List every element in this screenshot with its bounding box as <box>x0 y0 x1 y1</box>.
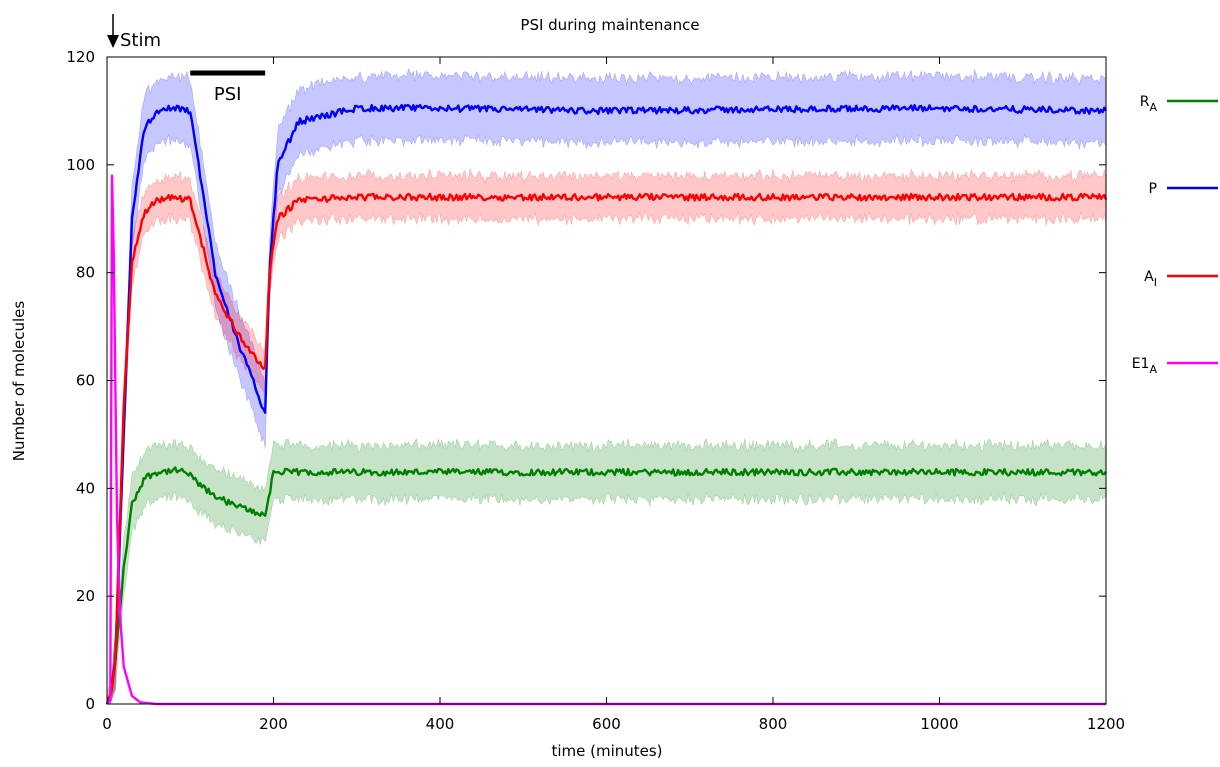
legend: RA P AI E1A <box>1132 94 1218 376</box>
y-tick-label: 120 <box>66 48 95 66</box>
series-line-RA <box>105 466 1107 705</box>
x-tick-label: 200 <box>259 715 288 733</box>
x-tick-label: 400 <box>426 715 455 733</box>
y-tick-label: 100 <box>66 156 95 174</box>
psi-label: PSI <box>214 84 242 105</box>
legend-label-E1A: E1A <box>1132 356 1158 376</box>
stim-arrow-head <box>107 35 119 48</box>
y-tick-label: 0 <box>85 695 95 713</box>
x-axis-label: time (minutes) <box>551 742 662 760</box>
y-axis-label: Number of molecules <box>10 301 28 462</box>
y-tick-label: 80 <box>76 264 95 282</box>
band-AI <box>106 167 1107 705</box>
x-tick-label: 1000 <box>920 715 958 733</box>
chart-title: PSI during maintenance <box>520 16 699 34</box>
y-tick-label: 60 <box>76 372 95 390</box>
legend-label-P: P <box>1149 181 1157 197</box>
legend-label-RA: RA <box>1140 94 1158 114</box>
x-tick-label: 600 <box>592 715 621 733</box>
x-tick-label: 1200 <box>1087 715 1125 733</box>
x-axis-ticks: 0 200 400 600 800 1000 1200 <box>102 57 1125 733</box>
band-P <box>106 68 1107 705</box>
y-tick-label: 40 <box>76 479 95 497</box>
band-RA <box>106 437 1107 706</box>
annotations: Stim PSI <box>107 14 266 105</box>
legend-label-AI: AI <box>1144 269 1157 289</box>
series-line-P <box>105 103 1108 705</box>
x-tick-label: 0 <box>102 715 112 733</box>
y-axis-ticks: 0 20 40 60 80 100 120 <box>66 48 1106 713</box>
x-tick-label: 800 <box>759 715 788 733</box>
confidence-bands <box>106 68 1107 706</box>
series-line-AI <box>106 192 1108 700</box>
stim-label: Stim <box>120 30 161 51</box>
y-tick-label: 20 <box>76 587 95 605</box>
